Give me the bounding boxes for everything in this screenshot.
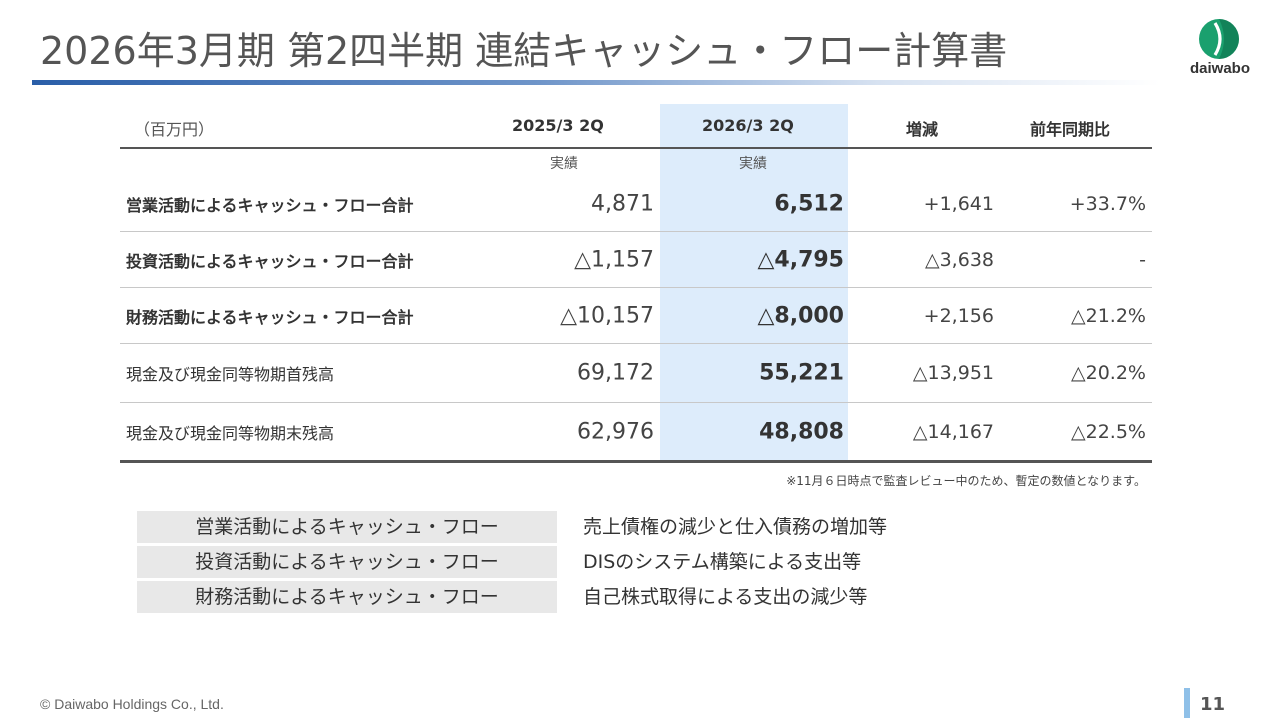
table-row: 投資活動によるキャッシュ・フロー合計 △1,157 △4,795 △3,638 …	[120, 232, 1152, 288]
logo-text: daiwabo	[1189, 60, 1250, 77]
change-value: +1,641	[923, 192, 994, 215]
change-value: △14,167	[912, 420, 994, 443]
summary-item: 財務活動によるキャッシュ・フロー 自己株式取得による支出の減少等	[137, 581, 937, 616]
page-number: 11	[1200, 694, 1226, 715]
prev-value: 62,976	[577, 419, 654, 444]
header-curr-period: 2026/3 2Q	[702, 116, 794, 135]
summary-description: DISのシステム構築による支出等	[583, 551, 862, 573]
ratio-value: △21.2%	[1071, 304, 1146, 327]
summary-list: 営業活動によるキャッシュ・フロー 売上債権の減少と仕入債務の増加等 投資活動によ…	[137, 511, 937, 616]
ratio-value: △20.2%	[1071, 362, 1146, 384]
prev-value: 4,871	[591, 191, 654, 216]
curr-value: △8,000	[757, 303, 844, 328]
table-row: 現金及び現金同等物期末残高 62,976 48,808 △14,167 △22.…	[120, 403, 1152, 460]
prev-value: △10,157	[560, 303, 654, 328]
table-row: 財務活動によるキャッシュ・フロー合計 △10,157 △8,000 +2,156…	[120, 288, 1152, 344]
cash-flow-table: （百万円） 2025/3 2Q 2026/3 2Q 増減 前年同期比 実績 実績…	[120, 104, 1152, 464]
change-value: △3,638	[924, 248, 994, 271]
summary-category: 投資活動によるキャッシュ・フロー	[137, 546, 557, 578]
ratio-value: -	[1139, 248, 1146, 271]
change-value: +2,156	[923, 304, 994, 327]
subheader-prev-actual: 実績	[550, 156, 578, 172]
header-change: 増減	[906, 120, 939, 139]
change-value: △13,951	[912, 362, 994, 384]
summary-item: 投資活動によるキャッシュ・フロー DISのシステム構築による支出等	[137, 546, 937, 581]
prev-value: 69,172	[577, 360, 654, 386]
summary-category: 財務活動によるキャッシュ・フロー	[137, 581, 557, 613]
header-rule	[120, 147, 1152, 149]
row-label: 営業活動によるキャッシュ・フロー合計	[126, 195, 414, 215]
page-number-bar	[1184, 688, 1190, 718]
row-label: 投資活動によるキャッシュ・フロー合計	[126, 251, 414, 271]
current-period-highlight	[660, 104, 848, 460]
header-prev-period: 2025/3 2Q	[512, 116, 604, 135]
prev-value: △1,157	[574, 247, 654, 272]
curr-value: 6,512	[774, 191, 844, 216]
audit-note: ※11月６日時点で監査レビュー中のため、暫定の数値となります。	[786, 474, 1146, 488]
header-yoy-ratio: 前年同期比	[1030, 120, 1111, 139]
copyright-text: © Daiwabo Holdings Co., Ltd.	[40, 696, 224, 712]
company-logo: daiwabo	[1184, 16, 1256, 80]
summary-description: 自己株式取得による支出の減少等	[583, 586, 868, 608]
row-label: 現金及び現金同等物期首残高	[126, 365, 335, 384]
summary-category: 営業活動によるキャッシュ・フロー	[137, 511, 557, 543]
table-bottom-rule	[120, 460, 1152, 463]
summary-item: 営業活動によるキャッシュ・フロー 売上債権の減少と仕入債務の増加等	[137, 511, 937, 546]
curr-value: 48,808	[759, 419, 844, 444]
summary-description: 売上債権の減少と仕入債務の増加等	[583, 516, 888, 538]
table-row: 営業活動によるキャッシュ・フロー合計 4,871 6,512 +1,641 +3…	[120, 176, 1152, 232]
ratio-value: △22.5%	[1071, 420, 1146, 443]
curr-value: △4,795	[757, 247, 844, 272]
table-row: 現金及び現金同等物期首残高 69,172 55,221 △13,951 △20.…	[120, 344, 1152, 403]
row-label: 現金及び現金同等物期末残高	[126, 423, 335, 443]
daiwabo-logo-icon	[1199, 19, 1239, 59]
row-label: 財務活動によるキャッシュ・フロー合計	[126, 307, 414, 327]
page-title: 2026年3月期 第2四半期 連結キャッシュ・フロー計算書	[40, 29, 1008, 73]
table-subheader-row: 実績 実績	[120, 149, 1152, 176]
ratio-value: +33.7%	[1069, 192, 1146, 215]
curr-value: 55,221	[759, 360, 844, 386]
subheader-curr-actual: 実績	[739, 156, 767, 172]
unit-label: （百万円）	[134, 120, 215, 139]
title-underline	[32, 80, 1160, 85]
table-header-row: （百万円） 2025/3 2Q 2026/3 2Q 増減 前年同期比	[120, 104, 1152, 147]
